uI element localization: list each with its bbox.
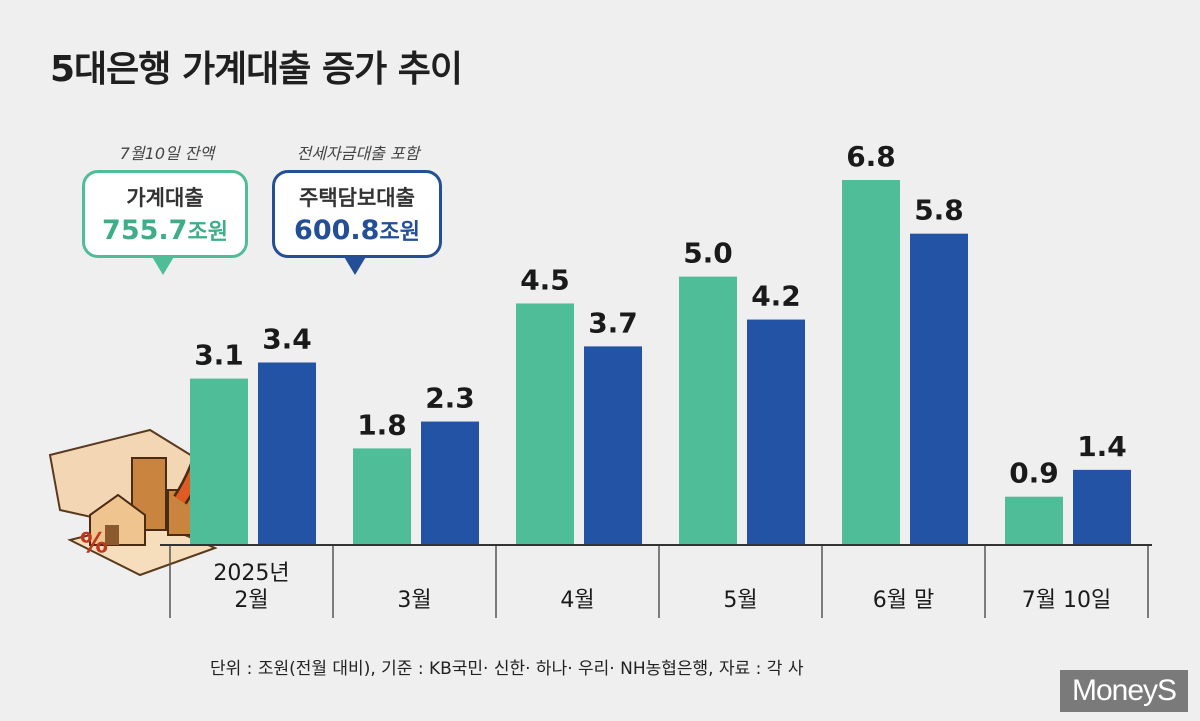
bar-mortgage-0 xyxy=(258,363,316,546)
bar-household-4 xyxy=(842,180,900,545)
data-label-mortgage-4: 5.8 xyxy=(914,194,964,227)
data-label-mortgage-1: 2.3 xyxy=(425,382,475,415)
data-label-household-0: 3.1 xyxy=(194,339,244,372)
bar-mortgage-4 xyxy=(910,234,968,545)
data-label-household-4: 6.8 xyxy=(846,140,896,173)
bar-mortgage-2 xyxy=(584,346,642,545)
x-tick-label-4: 6월 말 xyxy=(873,588,934,613)
data-label-household-5: 0.9 xyxy=(1009,457,1059,490)
data-label-mortgage-2: 3.7 xyxy=(588,306,638,339)
bar-chart: % 3.1 3.4 1.8 2.3 4.5 3.7 5.0 4.2 6.8 5.8 0.9 1.4 2… xyxy=(0,0,1200,721)
data-label-mortgage-3: 4.2 xyxy=(751,280,801,313)
bar-mortgage-5 xyxy=(1073,470,1131,545)
x-tick-label-0-0: 2025년 xyxy=(213,561,289,586)
data-label-household-1: 1.8 xyxy=(357,408,407,441)
x-tick-label-3: 5월 xyxy=(723,588,757,613)
data-label-household-2: 4.5 xyxy=(520,263,570,296)
bar-household-3 xyxy=(679,277,737,545)
data-label-household-3: 5.0 xyxy=(683,237,733,270)
data-label-mortgage-5: 1.4 xyxy=(1077,430,1127,463)
x-tick-label-5: 7월 10일 xyxy=(1022,588,1111,613)
bar-household-0 xyxy=(190,379,248,545)
x-tick-label-0-1: 2월 xyxy=(234,588,268,613)
svg-text:%: % xyxy=(80,526,108,559)
x-tick-label-2: 4월 xyxy=(560,588,594,613)
bar-mortgage-1 xyxy=(421,422,479,545)
bar-mortgage-3 xyxy=(747,320,805,545)
bar-household-1 xyxy=(353,448,411,545)
bars-group: 3.1 3.4 1.8 2.3 4.5 3.7 5.0 4.2 6.8 5.8 0.9 1.4 xyxy=(190,140,1131,545)
x-tick-label-1: 3월 xyxy=(397,588,431,613)
bar-household-5 xyxy=(1005,497,1063,545)
footnote: 단위 : 조원(전월 대비), 기준 : KB국민· 신한· 하나· 우리· N… xyxy=(210,654,803,679)
moneys-logo: MoneyS xyxy=(1060,670,1188,712)
bar-household-2 xyxy=(516,303,574,545)
data-label-mortgage-0: 3.4 xyxy=(262,323,312,356)
